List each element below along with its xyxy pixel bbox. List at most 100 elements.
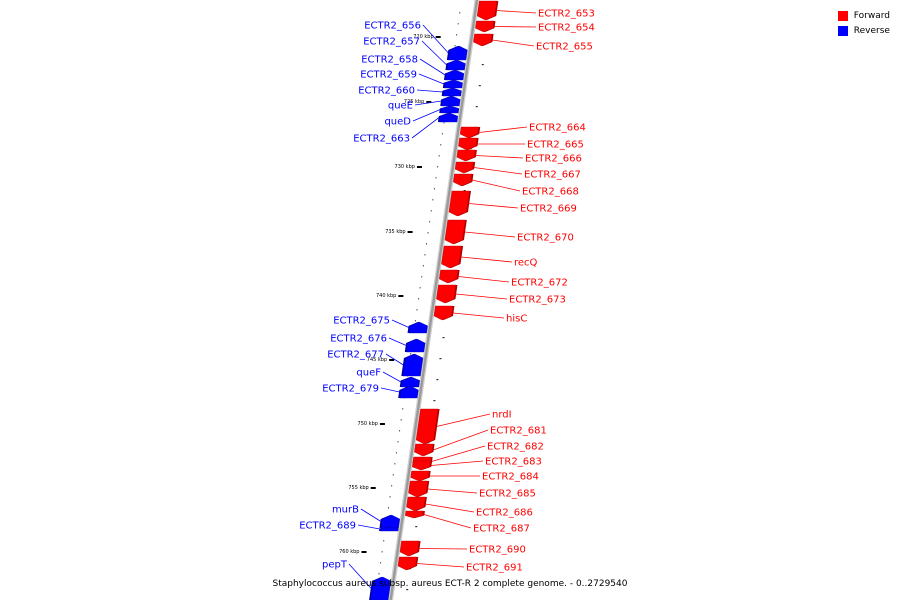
gene-ectr2-667[interactable] (454, 161, 474, 174)
gene-hisc[interactable] (433, 305, 454, 321)
gene-pept[interactable] (370, 576, 392, 600)
label-ectr2-667[interactable]: ECTR2_667 (524, 170, 581, 181)
label-ectr2-656[interactable]: ECTR2_656 (364, 21, 421, 32)
gene-ectr2-666[interactable] (456, 149, 476, 162)
label-ectr2-691[interactable]: ECTR2_691 (466, 563, 523, 574)
leader-line-ectr2-690 (419, 548, 468, 550)
leader-line-ectr2-683 (430, 460, 484, 466)
label-ectr2-686[interactable]: ECTR2_686 (476, 508, 533, 519)
label-quee[interactable]: queE (388, 101, 413, 112)
minor-tick-dot (380, 562, 382, 564)
label-pept[interactable]: pepT (322, 560, 348, 571)
gene-recq[interactable] (441, 245, 462, 269)
gene-ectr2-657[interactable] (446, 59, 466, 71)
label-ectr2-666[interactable]: ECTR2_666 (525, 154, 582, 165)
gene-quef[interactable] (401, 376, 420, 388)
gene-ectr2-679[interactable] (399, 385, 419, 399)
label-ectr2-677[interactable]: ECTR2_677 (327, 350, 384, 361)
label-ectr2-657[interactable]: ECTR2_657 (363, 37, 420, 48)
label-ectr2-658[interactable]: ECTR2_658 (361, 55, 418, 66)
gene-ectr2-665[interactable] (458, 137, 478, 151)
legend-swatch-forward (837, 10, 848, 21)
label-ectr2-654[interactable]: ECTR2_654 (538, 23, 595, 34)
backbone-line (389, 0, 479, 600)
label-ectr2-676[interactable]: ECTR2_676 (330, 334, 387, 345)
minor-tick-dot (383, 540, 385, 542)
label-ectr2-687[interactable]: ECTR2_687 (473, 524, 530, 535)
label-ectr2-655[interactable]: ECTR2_655 (536, 42, 593, 53)
gene-ectr2-677[interactable] (402, 353, 424, 377)
gene-ectr2-691[interactable] (397, 556, 418, 571)
gene-ectr2-664[interactable] (459, 126, 479, 139)
gene-ectr2-676[interactable] (406, 338, 426, 353)
gene-ectr2-686[interactable] (406, 496, 426, 512)
minor-tick-dot (435, 177, 437, 179)
minor-tick-dot (441, 133, 443, 135)
gene-ectr2-681[interactable] (414, 443, 434, 457)
label-ectr2-653[interactable]: ECTR2_653 (538, 9, 595, 20)
gene-ectr2-689[interactable] (380, 526, 399, 532)
gene-ectr2-672[interactable] (439, 269, 459, 284)
label-recq[interactable]: recQ (514, 258, 538, 269)
gene-ectr2-669[interactable] (448, 190, 470, 217)
label-ectr2-659[interactable]: ECTR2_659 (360, 70, 417, 81)
minor-tick-dot (416, 309, 418, 311)
gene-nrdi[interactable] (415, 408, 439, 445)
label-ectr2-668[interactable]: ECTR2_668 (522, 187, 579, 198)
gene-ectr2-659[interactable] (444, 79, 463, 89)
gene-ectr2-660[interactable] (442, 87, 462, 97)
label-ectr2-679[interactable]: ECTR2_679 (322, 384, 379, 395)
gene-ectr2-684[interactable] (410, 470, 430, 482)
label-qued[interactable]: queD (384, 117, 411, 128)
label-ectr2-675[interactable]: ECTR2_675 (333, 316, 390, 327)
minor-tick-dot (397, 441, 399, 443)
gene-ectr2-685[interactable] (408, 480, 428, 498)
label-ectr2-683[interactable]: ECTR2_683 (485, 457, 542, 468)
gene-ectr2-658[interactable] (445, 69, 465, 81)
gene-ectr2-670[interactable] (444, 219, 466, 245)
label-quef[interactable]: queF (356, 368, 381, 379)
gene-ectr2-654[interactable] (475, 20, 495, 33)
genome-caption: Staphylococcus aureus subsp. aureus ECT-… (272, 579, 628, 589)
label-hisc[interactable]: hisC (506, 314, 527, 325)
genome-backbone (388, 0, 480, 600)
label-ectr2-689[interactable]: ECTR2_689 (299, 521, 356, 532)
gene-ectr2-673[interactable] (436, 284, 457, 304)
legend-item-forward: Forward (837, 8, 890, 23)
leader-line-ectr2-653 (496, 10, 537, 14)
gene-qued[interactable] (440, 105, 460, 114)
minor-tick-mark (481, 64, 484, 66)
label-ectr2-670[interactable]: ECTR2_670 (517, 233, 574, 244)
label-ectr2-682[interactable]: ECTR2_682 (487, 442, 544, 453)
label-ectr2-684[interactable]: ECTR2_684 (482, 472, 539, 483)
label-ectr2-669[interactable]: ECTR2_669 (520, 204, 577, 215)
gene-ectr2-690[interactable] (399, 540, 420, 557)
label-ectr2-681[interactable]: ECTR2_681 (490, 426, 547, 437)
gene-ectr2-675[interactable] (408, 321, 428, 334)
gene-murb[interactable] (380, 514, 400, 529)
gene-ectr2-683[interactable] (412, 460, 431, 471)
label-ectr2-685[interactable]: ECTR2_685 (479, 489, 536, 500)
label-ectr2-665[interactable]: ECTR2_665 (527, 140, 584, 151)
gene-ectr2-653[interactable] (476, 0, 498, 21)
label-nrdi[interactable]: nrdI (492, 410, 512, 421)
minor-tick-dot (429, 221, 431, 223)
label-ectr2-664[interactable]: ECTR2_664 (529, 123, 586, 134)
legend-label-reverse: Reverse (853, 25, 890, 36)
leader-line-ectr2-676 (388, 337, 407, 346)
label-ectr2-660[interactable]: ECTR2_660 (358, 86, 415, 97)
label-ectr2-663[interactable]: ECTR2_663 (353, 134, 410, 145)
label-ectr2-673[interactable]: ECTR2_673 (509, 295, 566, 306)
minor-tick-mark (436, 379, 439, 381)
gene-ectr2-687[interactable] (405, 510, 424, 519)
gene-ectr2-656[interactable] (448, 45, 468, 61)
gene-ectr2-663[interactable] (439, 112, 458, 123)
minor-tick-dot (378, 573, 380, 575)
minor-tick-mark (475, 106, 478, 108)
gene-quee[interactable] (441, 95, 461, 107)
gene-ectr2-668[interactable] (453, 173, 473, 187)
label-ectr2-672[interactable]: ECTR2_672 (511, 278, 568, 289)
gene-ectr2-655[interactable] (473, 33, 493, 47)
label-murb[interactable]: murB (332, 505, 359, 516)
label-ectr2-690[interactable]: ECTR2_690 (469, 545, 526, 556)
